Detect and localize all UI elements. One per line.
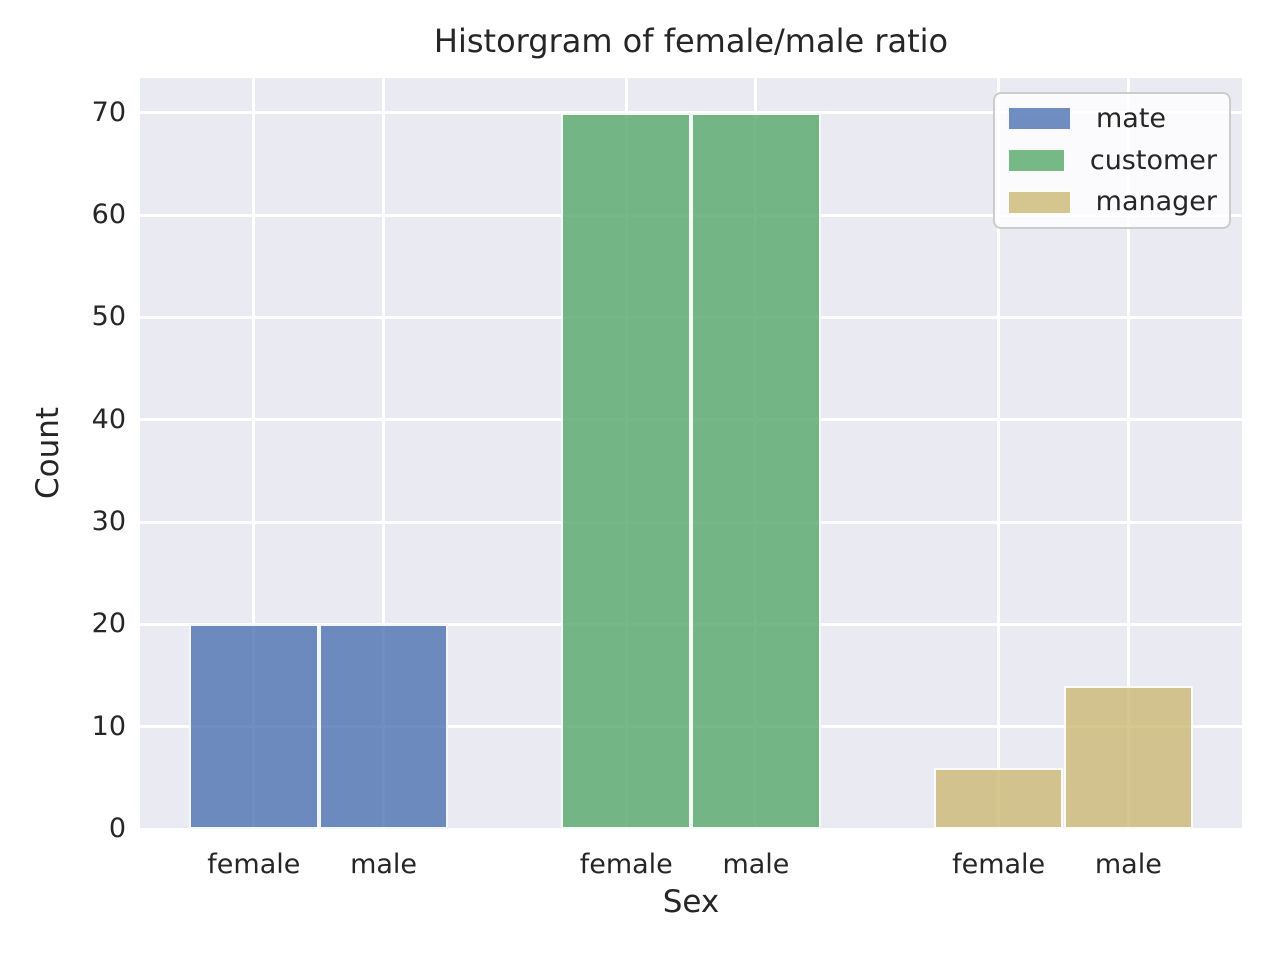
bar-manager-female xyxy=(933,767,1064,829)
gridline-horizontal xyxy=(140,111,1242,115)
legend-swatch-customer xyxy=(1007,148,1066,173)
y-tick-label-0: 0 xyxy=(108,813,126,844)
legend-entry-customer: customer xyxy=(1007,140,1217,182)
x-tick-label-mate-male: male xyxy=(350,849,418,880)
bar-mate-male xyxy=(318,624,449,829)
x-tick-label-customer-male: male xyxy=(722,849,790,880)
gridline-vertical xyxy=(382,78,386,829)
y-tick-label-40: 40 xyxy=(91,403,126,435)
legend-swatch-mate xyxy=(1007,106,1072,132)
legend: mate customer manager xyxy=(993,92,1231,229)
legend-label-manager: manager xyxy=(1095,186,1217,218)
legend-label-customer: customer xyxy=(1089,144,1217,176)
gridline-vertical xyxy=(1126,78,1130,829)
y-tick-label-20: 20 xyxy=(91,608,126,640)
y-tick-label-60: 60 xyxy=(91,199,126,231)
x-tick-label-manager-female: female xyxy=(952,849,1046,880)
y-tick-label-30: 30 xyxy=(91,506,126,538)
gridline-vertical xyxy=(252,78,256,829)
x-tick-label-customer-female: female xyxy=(579,849,673,880)
y-tick-label-10: 10 xyxy=(91,710,126,742)
y-tick-label-50: 50 xyxy=(91,301,126,333)
x-tick-label-manager-male: male xyxy=(1094,849,1162,880)
bar-customer-female xyxy=(561,112,692,829)
x-axis-label: Sex xyxy=(662,884,720,920)
bar-manager-male xyxy=(1063,685,1194,829)
legend-label-mate: mate xyxy=(1096,102,1167,134)
legend-entry-mate: mate xyxy=(1007,98,1217,140)
y-tick-label-70: 70 xyxy=(91,96,126,128)
legend-swatch-manager xyxy=(1007,189,1072,215)
chart-title: Historgram of female/male ratio xyxy=(433,22,949,60)
bar-customer-male xyxy=(691,112,821,829)
x-tick-label-mate-female: female xyxy=(207,849,301,880)
legend-entry-manager: manager xyxy=(1007,181,1217,223)
gridline-vertical xyxy=(997,78,1001,829)
bar-mate-female xyxy=(189,624,319,829)
